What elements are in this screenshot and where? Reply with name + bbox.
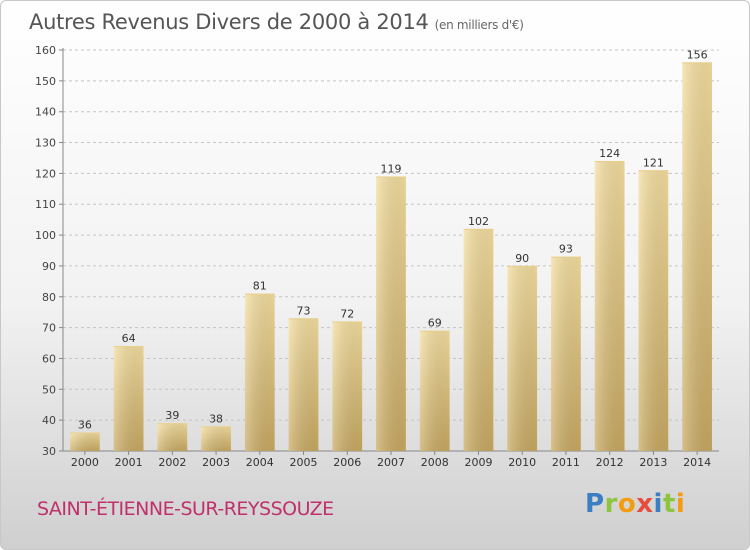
data-label: 81	[253, 280, 267, 293]
y-tick-label: 50	[42, 383, 56, 396]
bar-shade-2006	[332, 321, 363, 451]
y-tick-label: 70	[42, 322, 56, 335]
x-tick-label: 2001	[115, 456, 143, 469]
data-label: 36	[78, 418, 92, 431]
data-label: 39	[165, 409, 179, 422]
y-tick-label: 60	[42, 352, 56, 365]
logo-letter: r	[604, 489, 618, 519]
data-label: 38	[209, 412, 223, 425]
bar-shade-2005	[288, 318, 319, 451]
data-label: 156	[687, 48, 708, 61]
bar-shade-2008	[419, 330, 450, 451]
x-tick-label: 2011	[552, 456, 580, 469]
bar-shade-2002	[157, 423, 188, 451]
x-tick-label: 2007	[377, 456, 405, 469]
bar-shade-2012	[594, 161, 625, 452]
commune-name: SAINT-ÉTIENNE-SUR-REYSSOUZE	[37, 498, 334, 520]
proxiti-logo: Proxiti	[585, 489, 685, 519]
bar-shade-2007	[376, 176, 406, 451]
x-tick-label: 2000	[71, 456, 99, 469]
bar-shade-2011	[551, 256, 581, 451]
logo-letter: t	[662, 489, 676, 519]
chart-title: Autres Revenus Divers de 2000 à 2014 (en …	[29, 10, 524, 34]
data-label: 69	[428, 317, 442, 330]
y-tick-label: 150	[35, 75, 56, 88]
data-label: 73	[297, 304, 311, 317]
data-label: 72	[340, 307, 354, 320]
y-tick-label: 90	[42, 260, 56, 273]
y-tick-label: 160	[35, 44, 56, 57]
logo-letter: x	[636, 489, 654, 519]
bar-shade-2010	[507, 265, 538, 451]
chart-unit: (en milliers d'€)	[434, 18, 524, 32]
y-tick-label: 130	[35, 137, 56, 150]
bar-shade-2009	[463, 228, 494, 451]
y-tick-label: 80	[42, 291, 56, 304]
y-tick-label: 40	[42, 414, 56, 427]
bar-shade-2014	[682, 62, 713, 451]
data-label: 90	[515, 252, 529, 265]
x-tick-label: 2004	[246, 456, 274, 469]
x-tick-label: 2009	[464, 456, 492, 469]
x-tick-label: 2006	[333, 456, 361, 469]
bar-shade-2000	[69, 432, 100, 451]
data-label: 121	[643, 156, 664, 169]
logo-letter: i	[675, 489, 686, 519]
logo-letter: i	[653, 489, 663, 519]
x-tick-label: 2014	[683, 456, 711, 469]
data-label: 124	[599, 147, 620, 160]
data-label: 64	[122, 332, 136, 345]
x-tick-label: 2008	[421, 456, 449, 469]
x-tick-label: 2005	[290, 456, 318, 469]
y-tick-label: 30	[42, 445, 56, 458]
data-label: 119	[381, 162, 402, 175]
y-tick-label: 120	[35, 167, 56, 180]
logo-letter: o	[617, 489, 637, 519]
bar-shade-2004	[244, 293, 275, 451]
bar-shade-2013	[638, 170, 669, 452]
y-tick-label: 140	[35, 106, 56, 119]
chart-title-text: Autres Revenus Divers de 2000 à 2014	[29, 10, 429, 34]
x-tick-label: 2002	[158, 456, 186, 469]
y-tick-label: 100	[35, 229, 56, 242]
x-tick-label: 2010	[508, 456, 536, 469]
logo-letter: P	[585, 489, 605, 519]
bar-shade-2001	[113, 346, 144, 451]
x-tick-label: 2003	[202, 456, 230, 469]
x-tick-label: 2012	[596, 456, 624, 469]
data-label: 93	[559, 243, 573, 256]
y-tick-label: 110	[35, 198, 56, 211]
data-label: 102	[468, 215, 489, 228]
bar-shade-2003	[201, 426, 231, 451]
x-tick-label: 2013	[639, 456, 667, 469]
